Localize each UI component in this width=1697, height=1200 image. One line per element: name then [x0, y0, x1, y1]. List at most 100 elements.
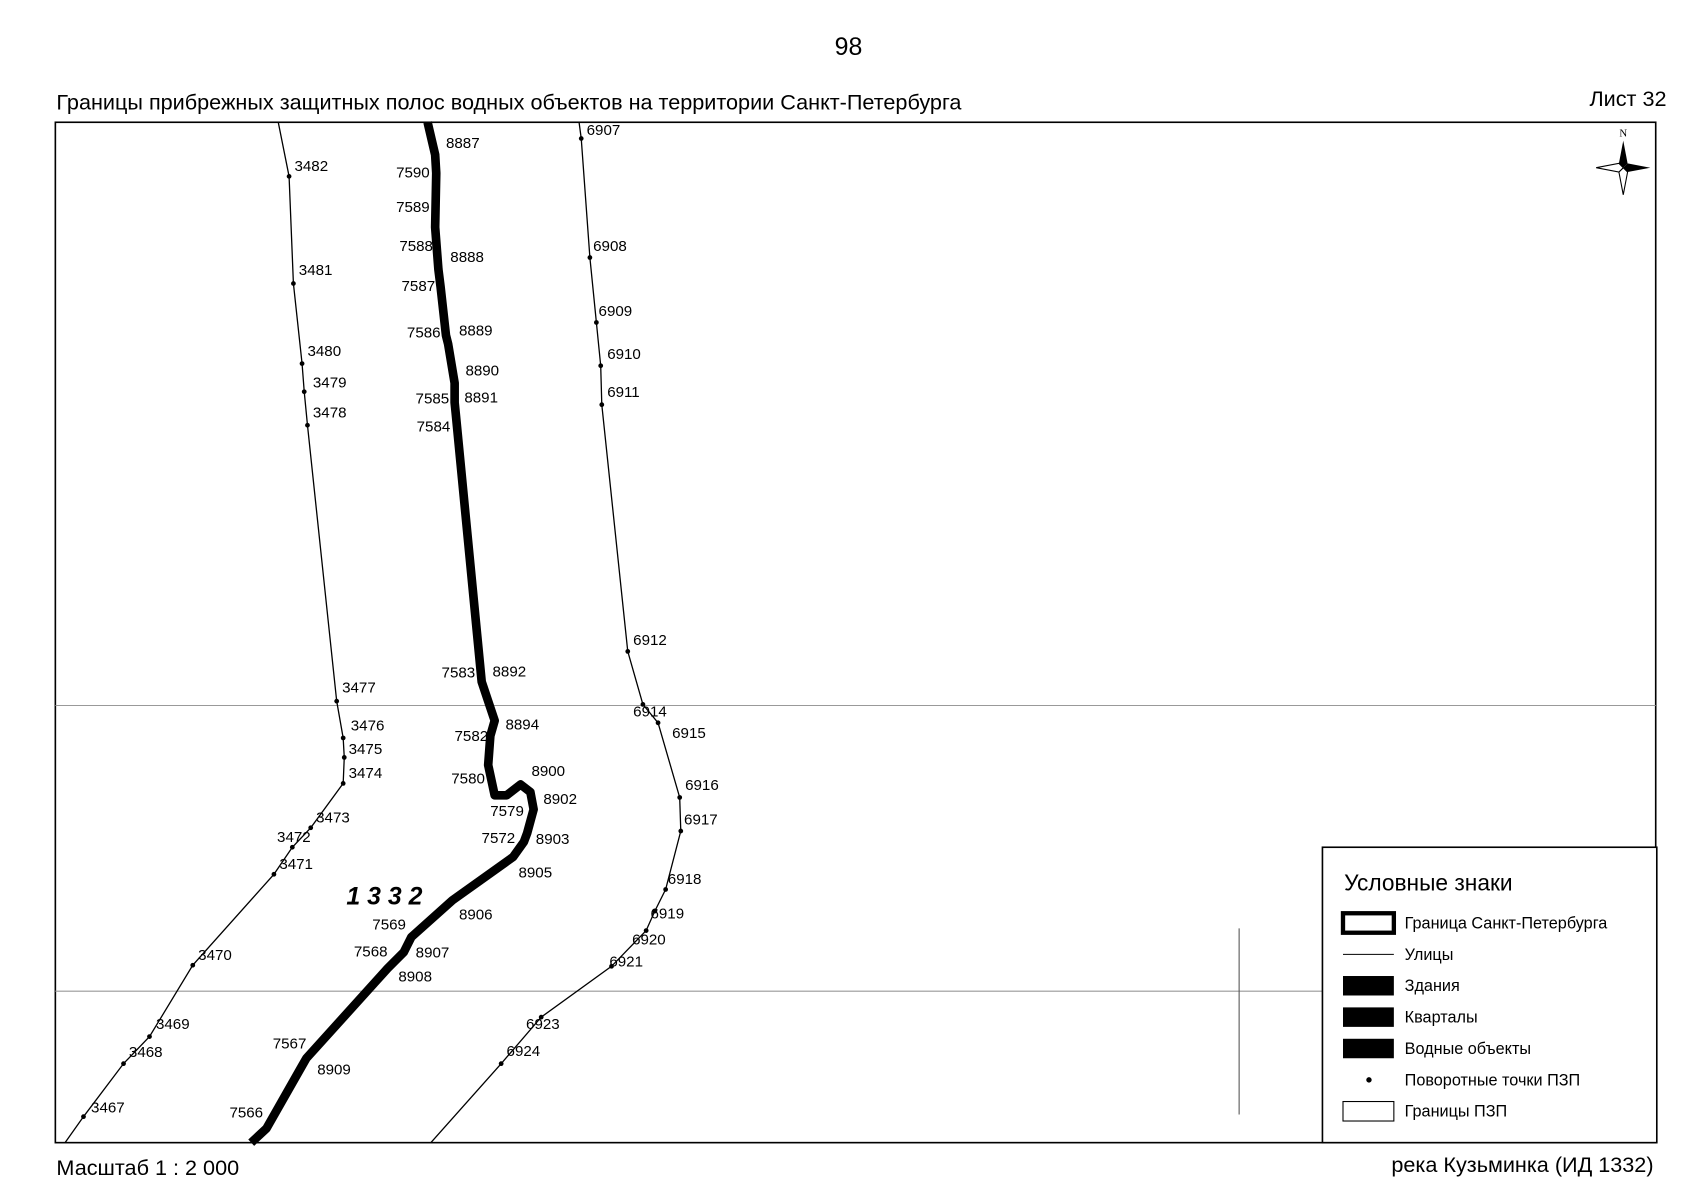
turning-point	[498, 1061, 504, 1067]
turning-point	[301, 389, 307, 395]
turning-point	[599, 402, 605, 408]
point-label: 3481	[299, 262, 333, 279]
turning-point	[450, 897, 455, 903]
legend-symbol	[1342, 1007, 1394, 1027]
legend-label: Поворотные точки ПЗП	[1405, 1071, 1581, 1089]
legend: Условные знаки Граница Санкт-Петербурга …	[1321, 846, 1658, 1144]
point-label: 8908	[398, 968, 432, 985]
point-label: 8903	[536, 831, 570, 848]
point-label: 7580	[451, 770, 485, 787]
compass: N	[1596, 127, 1651, 195]
turning-point	[291, 281, 296, 286]
turning-point	[304, 1055, 309, 1061]
turning-point	[432, 152, 438, 158]
point-label: 6915	[672, 725, 706, 742]
turning-point	[408, 934, 414, 940]
point-label: 6907	[587, 122, 621, 139]
legend-symbol	[1342, 1038, 1394, 1059]
turning-point	[121, 1061, 126, 1067]
point-label: 7567	[273, 1036, 307, 1053]
point-label: 6914	[633, 703, 667, 720]
point-label: 7579	[490, 803, 524, 820]
legend-label: Здания	[1405, 977, 1460, 995]
turning-point	[625, 649, 631, 654]
point-label: 3477	[342, 680, 376, 697]
turning-point	[640, 702, 646, 707]
point-label: 8909	[317, 1061, 351, 1078]
sheet-number: Лист 32	[1589, 86, 1666, 111]
point-label: 8907	[416, 945, 450, 962]
turning-point	[340, 781, 346, 786]
point-label: 6921	[609, 953, 643, 970]
legend-label: Граница Санкт-Петербурга	[1405, 914, 1609, 932]
page-number: 98	[835, 33, 863, 61]
point-label: 6924	[507, 1043, 541, 1060]
turning-point	[521, 839, 527, 845]
point-label: 3472	[277, 829, 311, 846]
turning-point	[492, 718, 498, 724]
point-label: 6909	[599, 303, 633, 320]
point-label: 6910	[607, 346, 641, 363]
point-label: 7569	[372, 916, 406, 933]
turning-point	[518, 782, 524, 787]
point-label: 8892	[493, 663, 527, 680]
point-label: 3471	[279, 856, 313, 873]
turning-point	[289, 844, 295, 850]
legend-label: Границы ПЗП	[1405, 1103, 1507, 1121]
turning-point	[594, 320, 599, 325]
point-label: 7572	[482, 830, 516, 847]
point-label: 3470	[198, 947, 232, 964]
point-label: 7587	[401, 278, 435, 295]
turning-point	[655, 720, 661, 726]
point-label: 6920	[632, 932, 666, 949]
point-label: 7566	[229, 1105, 263, 1122]
sheet-title: Границы прибрежных защитных полос водных…	[56, 89, 962, 114]
turning-point	[340, 735, 346, 741]
point-label: 6919	[650, 906, 684, 923]
point-label: 3469	[156, 1016, 190, 1033]
point-label: 7582	[455, 728, 489, 745]
turning-point	[587, 255, 593, 260]
turning-point	[452, 380, 458, 386]
turning-point	[305, 422, 310, 428]
point-label: 3476	[351, 717, 385, 734]
turning-point	[334, 698, 340, 704]
point-label: 3468	[129, 1044, 163, 1061]
turning-point	[538, 1014, 544, 1020]
legend-symbol	[1342, 976, 1394, 996]
turning-point	[487, 733, 493, 739]
turning-point	[308, 825, 314, 831]
point-label: 8906	[459, 907, 493, 924]
point-label: 6917	[684, 812, 718, 829]
turning-point	[677, 795, 683, 800]
turning-point	[271, 871, 277, 877]
point-label: 8900	[531, 763, 565, 780]
point-label: 6908	[593, 238, 627, 255]
frame	[54, 121, 1657, 1144]
point-label: 3482	[294, 158, 328, 175]
object-id: 1 3 3 2	[346, 883, 422, 911]
legend-label: Водные объекты	[1405, 1040, 1531, 1058]
point-label: 6923	[526, 1016, 560, 1033]
turning-point	[652, 908, 658, 914]
turning-point	[678, 828, 684, 834]
turning-point	[453, 410, 459, 416]
turning-point	[299, 361, 305, 366]
point-label: 8891	[464, 390, 498, 407]
point-label: 3473	[316, 809, 350, 826]
pzp-boundary	[64, 122, 345, 1144]
point-label: 8905	[518, 865, 552, 882]
point-label: 6918	[668, 871, 702, 888]
turning-point	[479, 679, 485, 685]
compass-arrow	[1618, 166, 1629, 195]
point-label: 6911	[607, 384, 640, 401]
point-label: 7583	[442, 664, 476, 681]
turning-point	[578, 136, 584, 141]
compass-arrow	[1618, 140, 1628, 168]
turning-point	[438, 284, 443, 290]
turning-point	[286, 173, 292, 179]
turning-point	[524, 830, 530, 836]
turning-point	[385, 966, 390, 971]
